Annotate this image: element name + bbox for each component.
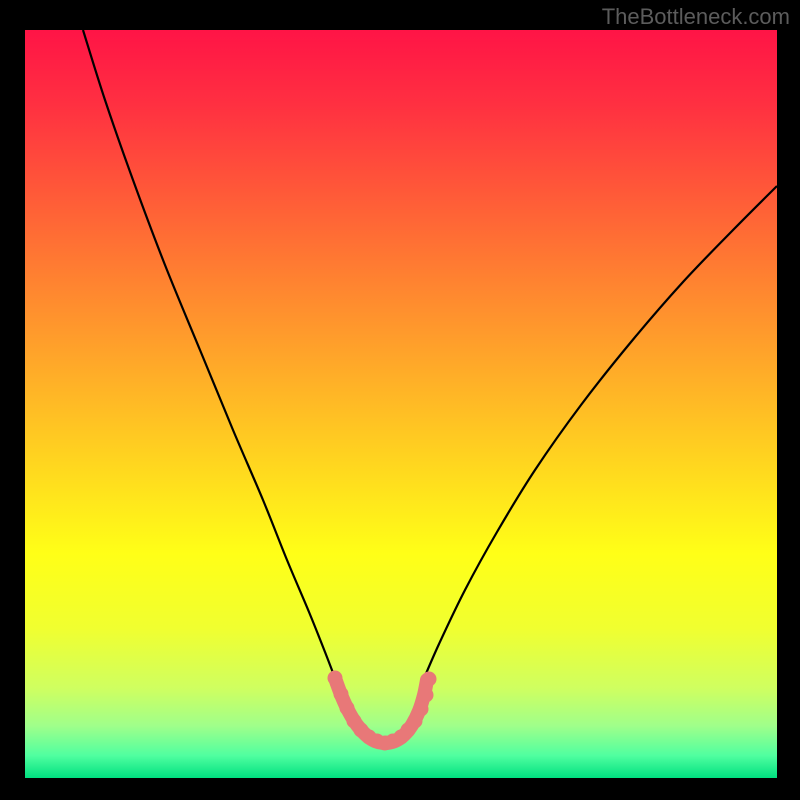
plot-background bbox=[25, 30, 777, 778]
watermark-text: TheBottleneck.com bbox=[602, 4, 790, 30]
chart-frame: TheBottleneck.com bbox=[0, 0, 800, 800]
